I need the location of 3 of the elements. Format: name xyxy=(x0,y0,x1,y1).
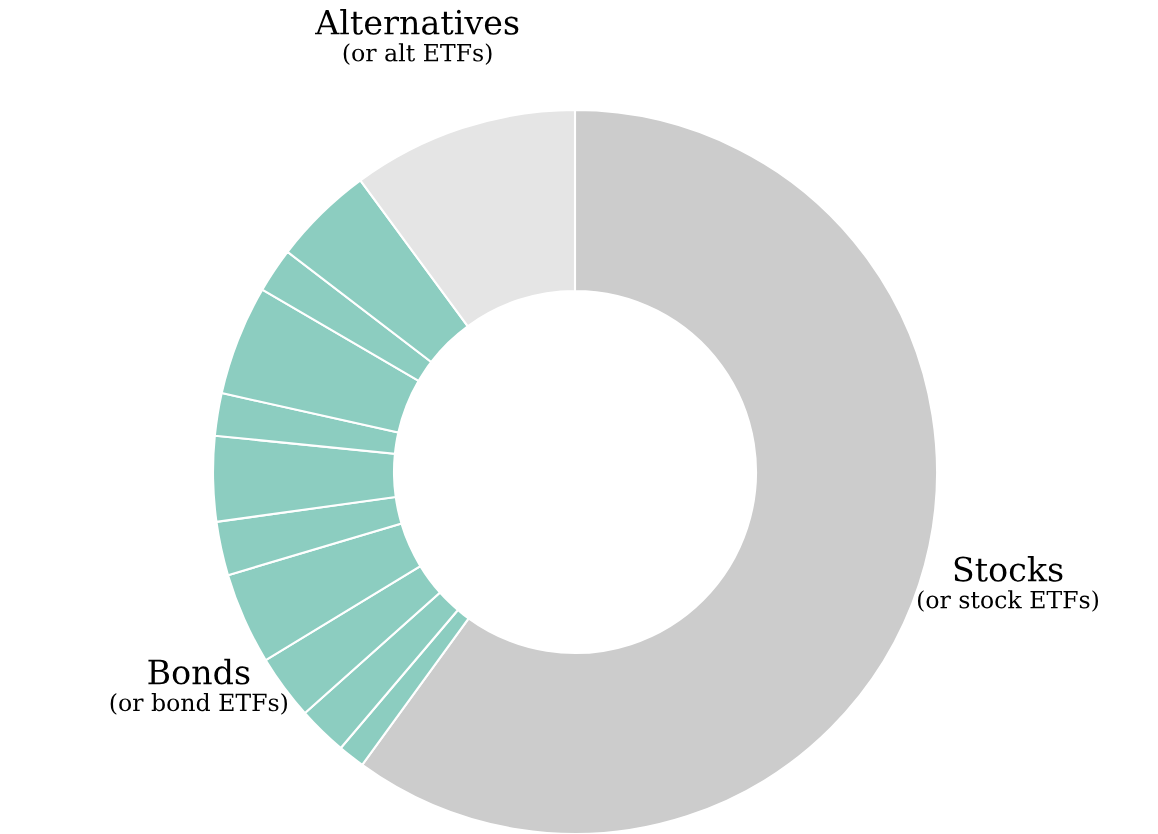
slice-label: Alternatives (or alt ETFs) xyxy=(315,9,519,65)
text: Bonds (or bond ETFs) xyxy=(110,658,287,715)
slice-label: Stocks (or stock ETFs) xyxy=(917,555,1099,612)
